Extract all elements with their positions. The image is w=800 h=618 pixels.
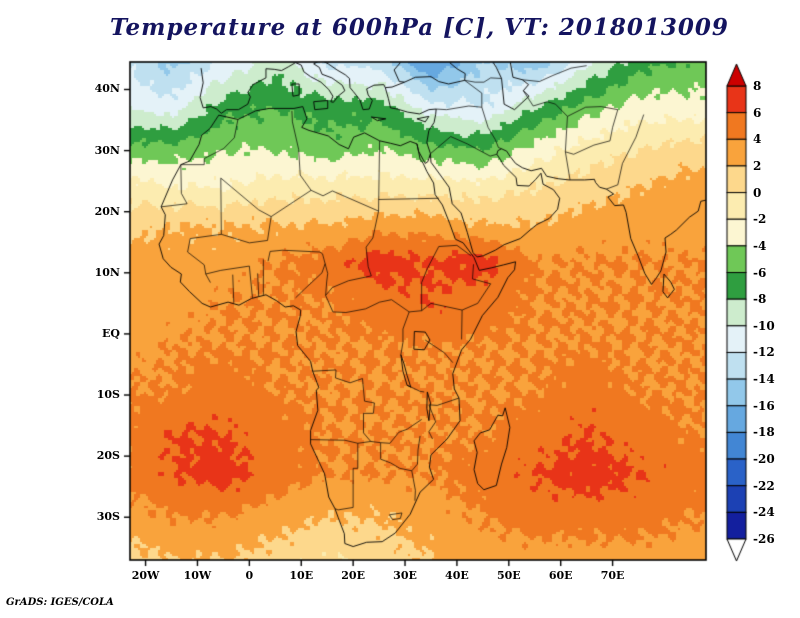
lat-tick-label: EQ — [102, 326, 120, 340]
lat-tick-label: 40N — [94, 82, 120, 96]
lat-tick-label: 20N — [94, 204, 120, 218]
lon-tick-label: 60E — [548, 569, 573, 582]
colorbar-tick-label: 2 — [753, 158, 762, 173]
colorbar-tick-label: 4 — [753, 132, 762, 147]
lon-tick-label: 20W — [131, 569, 160, 582]
lon-tick-label: 10W — [183, 569, 212, 582]
colorbar-tick-label: -4 — [753, 238, 767, 253]
colorbar-tick-label: -22 — [753, 478, 775, 493]
lon-tick-label: 20E — [341, 569, 365, 582]
lon-tick-label: 40E — [445, 569, 469, 582]
colorbar-tick-label: -10 — [753, 318, 775, 333]
colorbar-tick-label: -16 — [753, 398, 775, 413]
lon-tick-label: 30E — [393, 569, 417, 582]
colorbar-tick-label: -26 — [753, 532, 775, 546]
colorbar-tick-label: -8 — [753, 292, 767, 307]
lon-tick-label: 50E — [496, 569, 521, 582]
grads-credit: GrADS: IGES/COLA — [6, 597, 114, 608]
colorbar-tick-label: -24 — [753, 505, 775, 520]
lat-tick-label: 10N — [94, 265, 120, 279]
colorbar-tick-label: -18 — [753, 425, 775, 440]
colorbar-tick-label: -6 — [753, 265, 767, 280]
colorbar-tick-label: -14 — [753, 372, 775, 387]
lat-tick-label: 20S — [96, 449, 120, 463]
lat-tick-label: 10S — [96, 388, 120, 402]
colorbar-tick-label: 6 — [753, 105, 762, 120]
lon-tick-label: 0 — [245, 569, 254, 582]
colorbar-tick-label: -20 — [753, 452, 775, 467]
lat-tick-label: 30S — [96, 510, 120, 524]
lon-tick-label: 10E — [289, 569, 314, 582]
colorbar-tick-label: -2 — [753, 212, 767, 227]
lat-tick-label: 30N — [94, 143, 120, 157]
colorbar-tick-label: 0 — [753, 185, 762, 200]
colorbar-tick-label: 8 — [753, 79, 762, 93]
lon-tick-label: 70E — [600, 569, 625, 582]
colorbar-tick-label: -12 — [753, 345, 775, 360]
